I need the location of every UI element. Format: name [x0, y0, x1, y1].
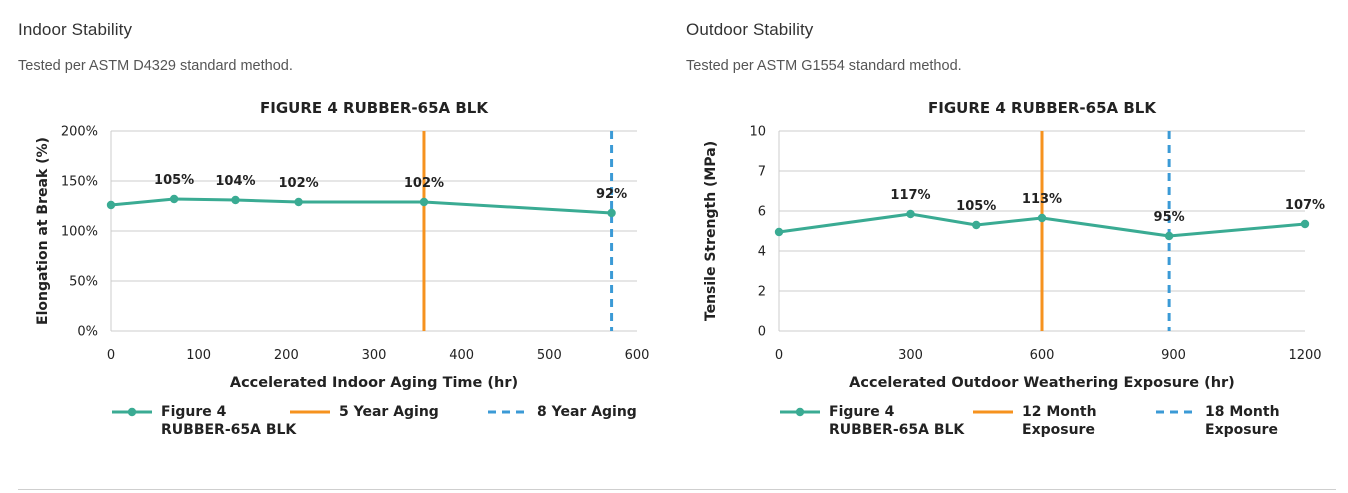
legend-series-label: RUBBER-65A BLK [829, 422, 965, 438]
data-label: 117% [890, 188, 930, 203]
x-axis-label: Accelerated Indoor Aging Time (hr) [230, 375, 518, 391]
data-label: 107% [1285, 198, 1325, 213]
data-label: 104% [215, 174, 255, 189]
data-point [1037, 213, 1047, 223]
y-tick-label: 50% [69, 275, 98, 290]
y-tick-label: 6 [758, 205, 766, 220]
x-tick-label: 1200 [1288, 348, 1321, 363]
legend-series-label: Figure 4 [161, 404, 227, 420]
data-point [1164, 231, 1174, 241]
legend-blue-label: 18 Month [1205, 404, 1280, 420]
legend-orange-label: 12 Month [1022, 404, 1097, 420]
y-axis-label: Elongation at Break (%) [35, 137, 51, 325]
y-tick-label: 2 [758, 285, 766, 300]
y-tick-label: 0% [77, 325, 98, 340]
legend-blue-label: Exposure [1205, 422, 1278, 438]
data-label: 92% [596, 187, 627, 202]
data-point [294, 197, 303, 207]
section-divider [18, 489, 1336, 490]
x-axis-label: Accelerated Outdoor Weathering Exposure … [849, 375, 1235, 391]
data-point [419, 197, 429, 207]
legend-series-marker [127, 407, 137, 417]
data-label: 102% [279, 176, 319, 191]
data-point [231, 195, 240, 205]
indoor-stability-panel: Indoor Stability Tested per ASTM D4329 s… [0, 0, 660, 470]
data-label: 105% [956, 199, 996, 214]
series-line [110, 197, 612, 215]
data-label: 113% [1022, 192, 1062, 207]
section-title: Outdoor Stability [686, 20, 814, 39]
y-tick-label: 0 [758, 325, 766, 340]
outdoor-stability-panel: Outdoor Stability Tested per ASTM G1554 … [668, 0, 1328, 470]
indoor-stability-chart: FIGURE 4 RUBBER-65A BLK 0% 50% 100% 150% 200%… [35, 99, 650, 438]
y-tick-label: 200% [61, 125, 98, 140]
x-tick-label: 400 [449, 348, 474, 363]
data-point [607, 208, 616, 218]
x-tick-label: 500 [537, 348, 562, 363]
x-tick-label: 0 [107, 348, 115, 363]
data-point [972, 220, 981, 230]
data-label: 102% [404, 176, 444, 191]
legend-orange-label: Exposure [1022, 422, 1095, 438]
section-description: Tested per ASTM G1554 standard method. [686, 58, 962, 74]
data-label: 95% [1154, 210, 1185, 225]
x-tick-label: 200 [274, 348, 299, 363]
chart-title: FIGURE 4 RUBBER-65A BLK [928, 99, 1157, 117]
y-tick-label: 7 [758, 165, 766, 180]
data-point [169, 194, 179, 204]
data-point [774, 227, 784, 237]
chart-title: FIGURE 4 RUBBER-65A BLK [260, 99, 489, 117]
legend-series-marker [795, 407, 805, 417]
x-tick-label: 600 [625, 348, 650, 363]
legend-orange-label: 5 Year Aging [339, 404, 439, 420]
outdoor-stability-chart: FIGURE 4 RUBBER-65A BLK 0 2 4 6 7 10 0 300 600 900… [703, 99, 1325, 438]
y-axis-label: Tensile Strength (MPa) [703, 141, 719, 321]
x-tick-label: 300 [362, 348, 387, 363]
x-tick-label: 900 [1161, 348, 1186, 363]
y-tick-label: 100% [61, 225, 98, 240]
x-tick-label: 0 [775, 348, 783, 363]
y-tick-label: 10 [749, 125, 766, 140]
data-point [1300, 219, 1310, 229]
x-tick-label: 300 [898, 348, 923, 363]
data-point [106, 200, 116, 210]
series-line [778, 212, 1306, 238]
section-title: Indoor Stability [18, 20, 133, 39]
legend-series-label: Figure 4 [829, 404, 895, 420]
y-tick-label: 150% [61, 175, 98, 190]
y-tick-label: 4 [758, 245, 766, 260]
legend-series-label: RUBBER-65A BLK [161, 422, 297, 438]
data-point [906, 209, 915, 219]
section-description: Tested per ASTM D4329 standard method. [18, 58, 293, 74]
x-tick-label: 100 [186, 348, 211, 363]
legend-blue-label: 8 Year Aging [537, 404, 637, 420]
x-tick-label: 600 [1030, 348, 1055, 363]
data-label: 105% [154, 173, 194, 188]
